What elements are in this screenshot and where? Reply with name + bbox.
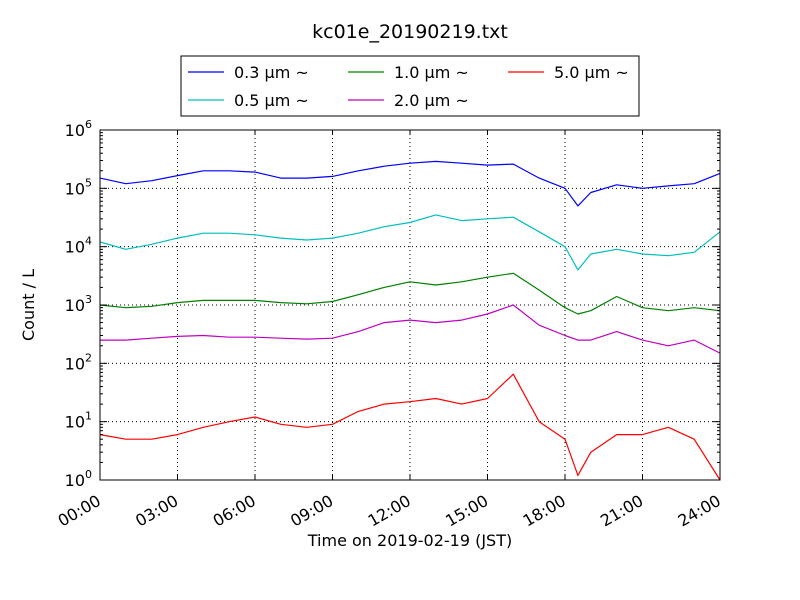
legend-entry-label: 5.0 μm ~ xyxy=(554,63,629,82)
y-tick-exponent: 1 xyxy=(85,410,92,423)
legend-entry-label: 0.3 μm ~ xyxy=(234,63,309,82)
series-line xyxy=(99,160,721,207)
series-line xyxy=(99,272,721,315)
y-axis-label: Count / L xyxy=(19,269,38,341)
y-tick-exponent: 6 xyxy=(85,118,92,131)
grid xyxy=(100,130,720,480)
series-line xyxy=(99,214,721,271)
legend-entry-label: 1.0 μm ~ xyxy=(394,63,469,82)
y-tick-exponent: 5 xyxy=(85,176,92,189)
y-tick-exponent: 0 xyxy=(85,468,92,481)
legend: 0.3 μm ~ 0.5 μm ~ 1.0 μm ~ 2.0 μm ~ 5.0 μm ~ xyxy=(180,55,640,117)
y-tick-exponent: 3 xyxy=(85,293,92,306)
series-line xyxy=(99,373,721,481)
y-tick-exponent: 4 xyxy=(85,235,92,248)
x-axis-label: Time on 2019-02-19 (JST) xyxy=(307,531,512,550)
axis-ticks xyxy=(99,129,721,481)
chart-title: kc01e_20190219.txt xyxy=(312,21,508,43)
legend-entry-label: 2.0 μm ~ xyxy=(394,91,469,110)
series-line xyxy=(100,304,721,354)
y-tick-exponent: 2 xyxy=(85,351,92,364)
legend-entry-label: 0.5 μm ~ xyxy=(234,91,309,110)
legend-box xyxy=(180,55,640,117)
series-lines xyxy=(99,160,721,481)
